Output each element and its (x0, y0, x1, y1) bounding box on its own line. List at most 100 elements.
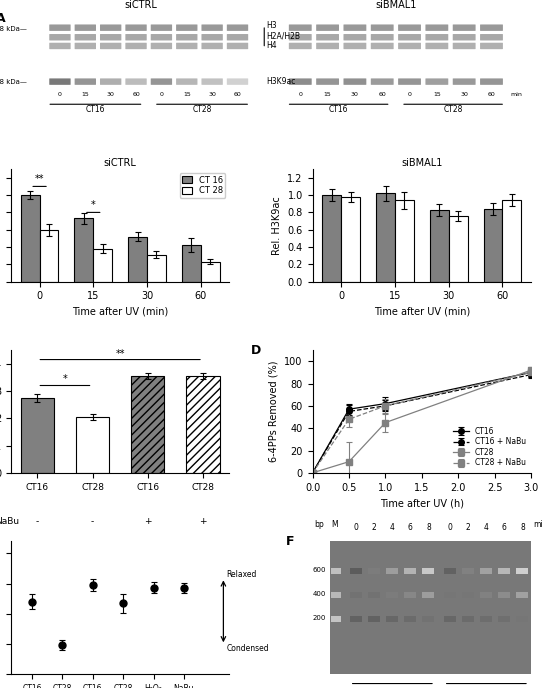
FancyBboxPatch shape (202, 78, 223, 85)
Bar (76, 417, 109, 473)
Text: 60: 60 (488, 92, 495, 97)
Bar (422, 568, 434, 574)
Bar (422, 616, 434, 622)
FancyBboxPatch shape (176, 34, 197, 41)
Text: 0: 0 (298, 92, 302, 97)
FancyBboxPatch shape (49, 34, 70, 41)
FancyBboxPatch shape (316, 34, 339, 41)
Text: 30: 30 (460, 92, 468, 97)
Bar (21, 195, 40, 281)
FancyBboxPatch shape (398, 25, 421, 31)
Bar (404, 592, 416, 598)
Text: F: F (286, 535, 295, 548)
FancyBboxPatch shape (176, 43, 197, 49)
Bar (498, 592, 509, 598)
Bar (395, 200, 414, 281)
Bar (444, 568, 455, 574)
Text: *: * (62, 374, 67, 384)
Text: 60: 60 (378, 92, 386, 97)
FancyBboxPatch shape (344, 34, 366, 41)
Bar (386, 616, 398, 622)
FancyBboxPatch shape (202, 34, 223, 41)
Text: H3K9ac: H3K9ac (266, 77, 295, 86)
Bar (517, 568, 528, 574)
FancyBboxPatch shape (100, 78, 121, 85)
Legend: CT 16, CT 28: CT 16, CT 28 (179, 173, 225, 198)
Bar (322, 195, 341, 281)
Text: H4: H4 (266, 41, 276, 50)
FancyBboxPatch shape (425, 43, 448, 49)
Text: siCTRL: siCTRL (125, 0, 157, 10)
Text: 0: 0 (58, 92, 62, 97)
FancyBboxPatch shape (227, 43, 248, 49)
FancyBboxPatch shape (202, 25, 223, 31)
Text: -: - (36, 517, 39, 526)
Y-axis label: 6-4PPs Removed (%): 6-4PPs Removed (%) (269, 361, 279, 462)
Text: CT16: CT16 (329, 105, 349, 114)
Text: 2: 2 (372, 523, 377, 532)
FancyBboxPatch shape (453, 25, 475, 31)
Text: 60: 60 (234, 92, 241, 97)
Text: *: * (91, 200, 96, 210)
Bar (350, 616, 362, 622)
FancyBboxPatch shape (344, 43, 366, 49)
Bar (128, 237, 147, 281)
FancyBboxPatch shape (289, 25, 312, 31)
Text: 15: 15 (324, 92, 332, 97)
Text: 0: 0 (159, 92, 163, 97)
FancyBboxPatch shape (289, 34, 312, 41)
Text: M: M (331, 520, 338, 529)
X-axis label: Time after UV (h): Time after UV (h) (380, 498, 464, 508)
FancyBboxPatch shape (480, 34, 503, 41)
Bar (449, 216, 468, 281)
Y-axis label: Rel. H3K9ac: Rel. H3K9ac (272, 196, 282, 255)
Text: -: - (91, 517, 94, 526)
Text: min: min (533, 520, 542, 529)
Bar (517, 616, 528, 622)
FancyBboxPatch shape (480, 43, 503, 49)
Legend: CT16, CT16 + NaBu, CT28, CT28 + NaBu: CT16, CT16 + NaBu, CT28, CT28 + NaBu (452, 425, 527, 469)
Text: +: + (199, 517, 207, 526)
FancyBboxPatch shape (425, 34, 448, 41)
FancyBboxPatch shape (151, 43, 172, 49)
Text: **: ** (35, 174, 44, 184)
Text: H3: H3 (266, 21, 276, 30)
Text: min: min (511, 92, 522, 97)
Text: CT28: CT28 (192, 105, 212, 114)
Text: D: D (251, 344, 262, 357)
FancyBboxPatch shape (371, 34, 393, 41)
Bar (430, 210, 449, 281)
Bar (386, 592, 398, 598)
Bar (368, 568, 379, 574)
Bar (498, 568, 509, 574)
Text: +: + (144, 517, 152, 526)
Bar (376, 193, 395, 281)
Text: 18 kDa—: 18 kDa— (0, 78, 27, 85)
FancyBboxPatch shape (49, 25, 70, 31)
Text: CT16: CT16 (86, 105, 105, 114)
Bar (186, 376, 220, 473)
FancyBboxPatch shape (316, 25, 339, 31)
FancyBboxPatch shape (398, 78, 421, 85)
Text: H2A/H2B: H2A/H2B (266, 32, 300, 41)
Bar (480, 616, 492, 622)
Bar (341, 197, 360, 281)
Bar (444, 592, 455, 598)
FancyBboxPatch shape (480, 78, 503, 85)
Bar (331, 616, 341, 622)
Text: 8: 8 (520, 523, 525, 532)
FancyBboxPatch shape (425, 25, 448, 31)
Text: 0: 0 (448, 523, 453, 532)
Bar (21, 398, 54, 473)
FancyBboxPatch shape (75, 25, 96, 31)
FancyBboxPatch shape (75, 34, 96, 41)
Bar (350, 568, 362, 574)
Bar (483, 209, 502, 281)
Bar (498, 616, 509, 622)
Bar (131, 376, 164, 473)
FancyBboxPatch shape (289, 78, 312, 85)
Bar (368, 592, 379, 598)
FancyBboxPatch shape (125, 78, 147, 85)
Text: Relaxed: Relaxed (227, 570, 257, 579)
FancyBboxPatch shape (227, 78, 248, 85)
